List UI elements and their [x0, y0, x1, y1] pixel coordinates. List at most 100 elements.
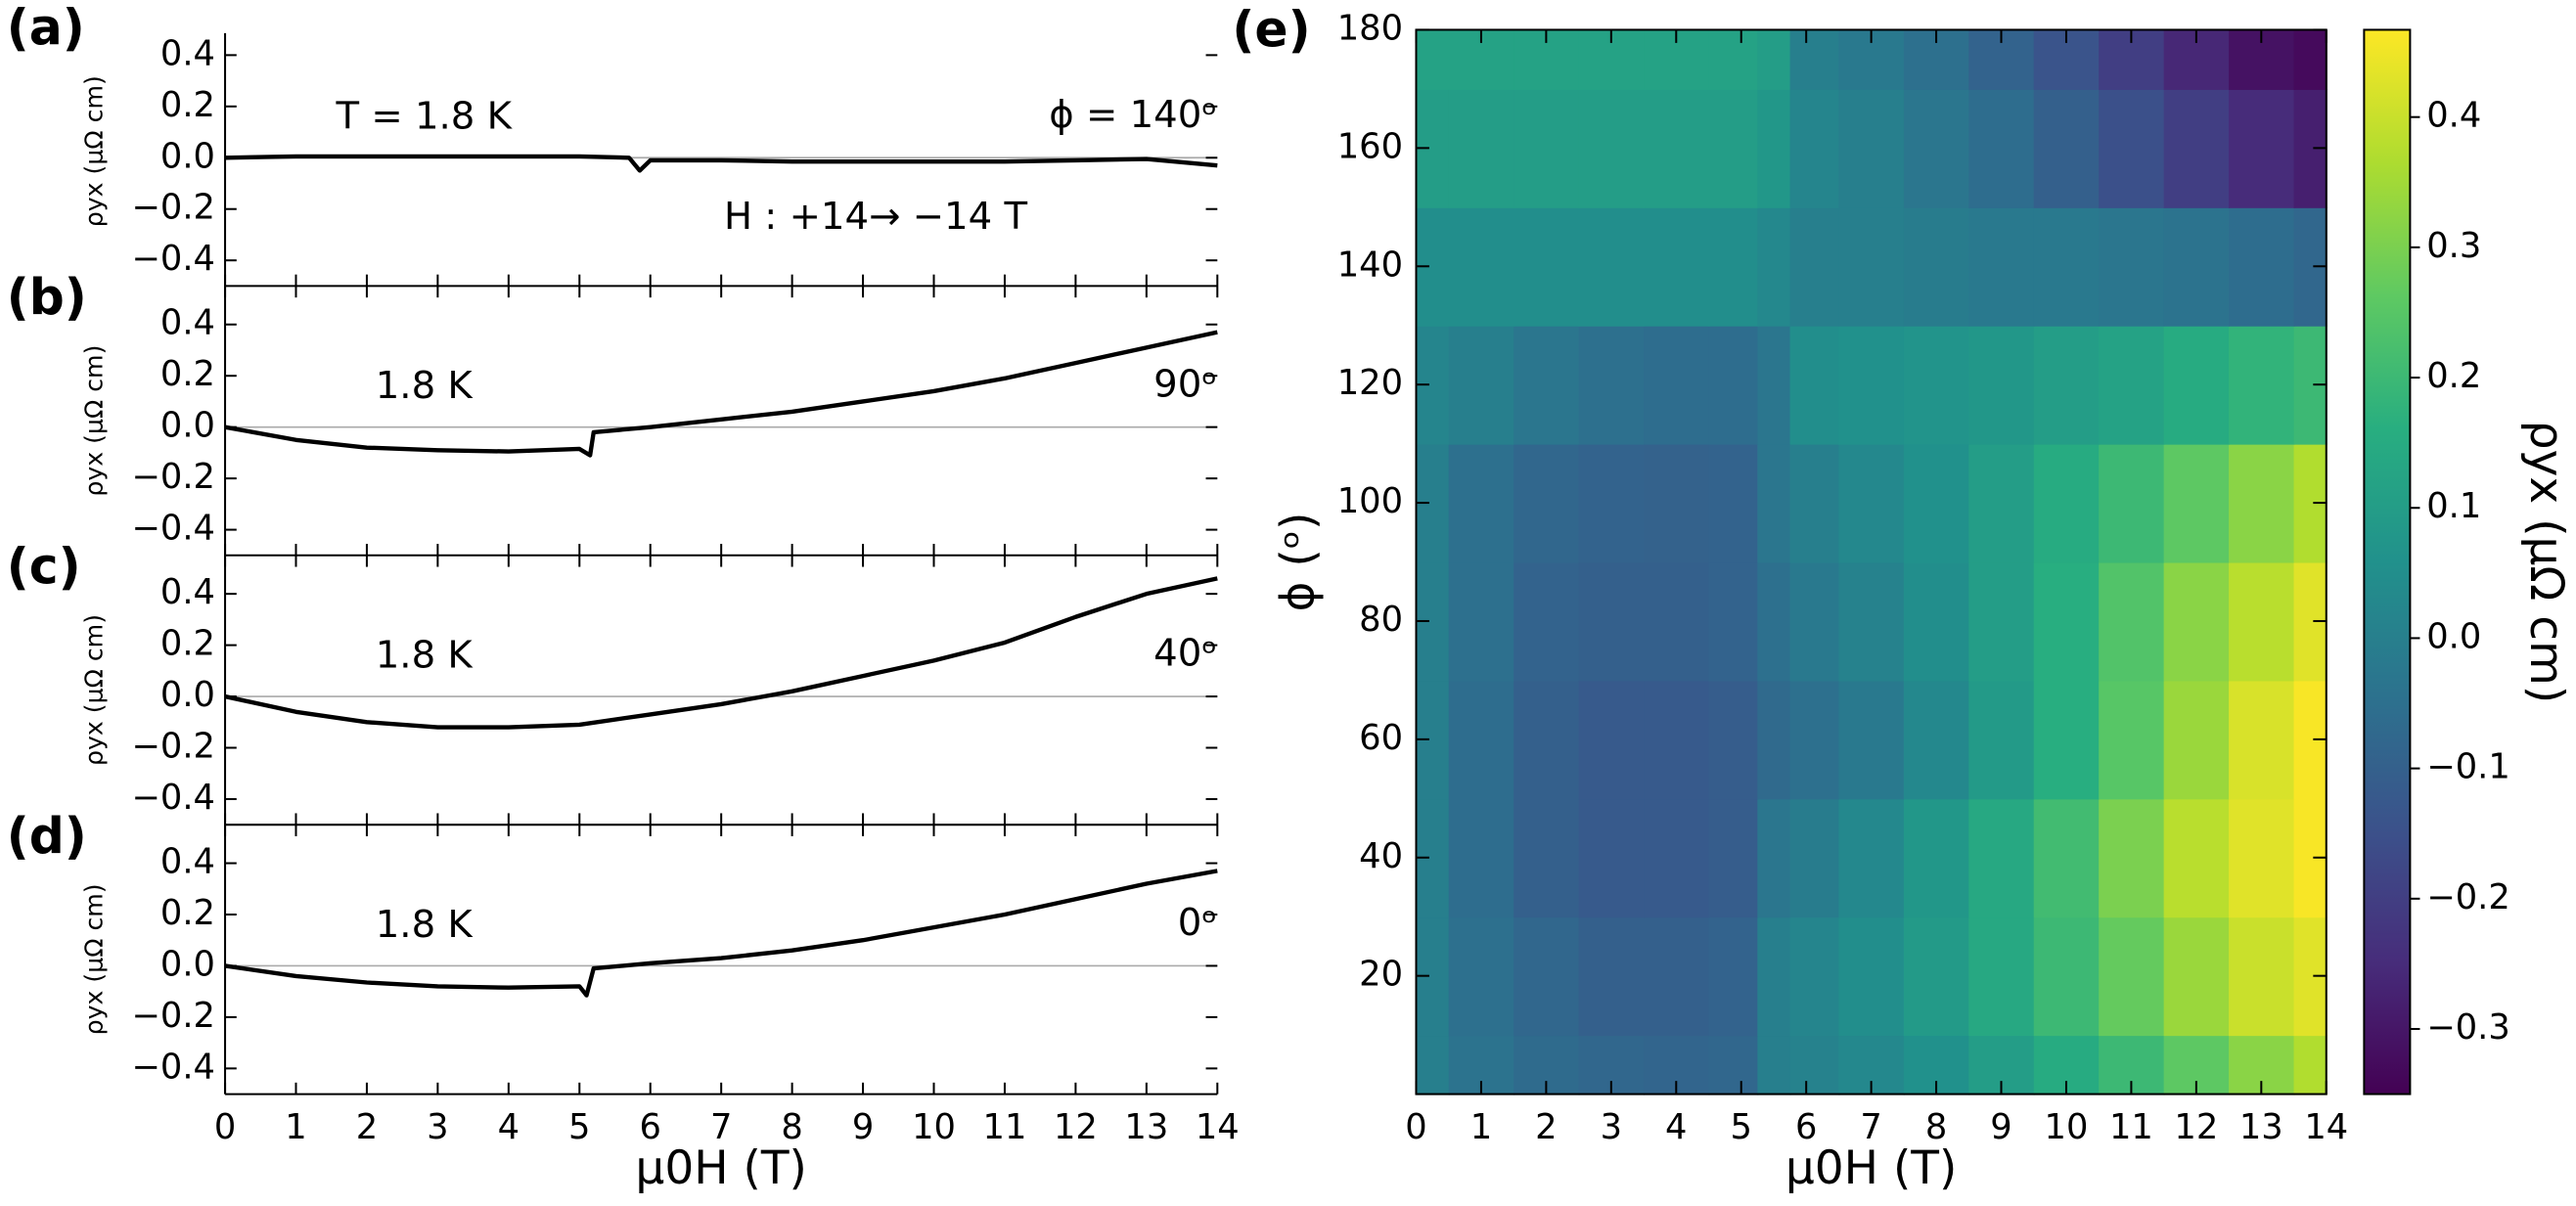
heatmap-cell	[2163, 88, 2231, 208]
heatmap-cell	[2229, 916, 2295, 1037]
y-axis-label: ρyx (μΩ cm)	[79, 614, 108, 766]
heatmap-cell	[1757, 680, 1791, 800]
heatmap-cell	[1514, 561, 1580, 682]
colorbar-tick-label: 0.0	[2426, 616, 2481, 656]
heatmap-cell	[1448, 443, 1515, 563]
annotation: 90ᵒ	[1153, 362, 1217, 406]
heatmap-cell	[1757, 443, 1791, 563]
heatmap-cell	[2099, 325, 2165, 445]
heatmap-cell	[1789, 798, 1840, 918]
heatmap-cell	[1708, 1035, 1759, 1095]
heatmap-cell	[1514, 916, 1580, 1037]
colorbar-tick-label: −0.3	[2426, 1007, 2510, 1048]
y-tick-label: 0.2	[160, 354, 215, 394]
heatmap-cell	[2033, 916, 2101, 1037]
y-axis-label: ρyx (μΩ cm)	[79, 75, 108, 227]
y-tick-label: 40	[1359, 836, 1403, 876]
heatmap-cell	[1708, 88, 1759, 208]
heatmap-cell	[1644, 325, 1710, 445]
heatmap-cell	[1757, 88, 1791, 208]
y-tick-label: 100	[1337, 481, 1403, 521]
heatmap-cell	[1708, 916, 1759, 1037]
y-tick-label: 0.2	[160, 85, 215, 125]
y-tick-label: 0.0	[160, 944, 215, 984]
y-tick-label: −0.2	[131, 457, 215, 497]
heatmap-cell	[1514, 443, 1580, 563]
y-tick-label: −0.4	[131, 1047, 215, 1087]
heatmap-cell	[1838, 88, 1905, 208]
heatmap-cell	[1578, 325, 1646, 445]
heatmap-cell	[1644, 798, 1710, 918]
x-tick-label: 0	[1405, 1107, 1426, 1147]
heatmap-cell	[1708, 325, 1759, 445]
heatmap-cell	[1968, 916, 2035, 1037]
panel-label: (e)	[1232, 0, 1310, 58]
colorbar-tick-label: −0.1	[2426, 747, 2510, 787]
y-tick-label: 180	[1337, 8, 1403, 48]
x-tick-label: 4	[498, 1107, 520, 1147]
x-tick-label: 9	[852, 1107, 874, 1147]
heatmap-cell	[1644, 561, 1710, 682]
heatmap-cell	[1903, 798, 1970, 918]
heatmap-cell	[2099, 206, 2165, 327]
colorbar-tick-label: 0.2	[2426, 356, 2481, 396]
y-tick-label: 0.0	[160, 675, 215, 715]
heatmap-cell	[2229, 680, 2295, 800]
y-tick-label: −0.2	[131, 188, 215, 228]
x-tick-label: 7	[710, 1107, 732, 1147]
panel-label: (d)	[7, 807, 87, 865]
heatmap-cell	[1708, 29, 1759, 90]
heatmap-cell	[2099, 916, 2165, 1037]
heatmap-cell	[1789, 443, 1840, 563]
heatmap-cell	[2163, 325, 2231, 445]
heatmap-cell	[1903, 206, 1970, 327]
heatmap-cell	[1757, 561, 1791, 682]
heatmap-cell	[1514, 88, 1580, 208]
heatmap-cell	[2033, 325, 2101, 445]
heatmap-cell	[2099, 798, 2165, 918]
heatmap-cell	[1757, 1035, 1791, 1095]
heatmap-cell	[1903, 680, 1970, 800]
heatmap-cell	[1514, 325, 1580, 445]
heatmap-cell	[1578, 798, 1646, 918]
y-tick-label: −0.4	[131, 239, 215, 279]
y-tick-label: 80	[1359, 600, 1403, 640]
heatmap-cell	[2229, 561, 2295, 682]
heatmap-cell	[2163, 443, 2231, 563]
x-tick-label: 2	[1535, 1107, 1557, 1147]
x-tick-label: 5	[568, 1107, 590, 1147]
panel-label: (a)	[7, 0, 85, 57]
heatmap-cell	[1578, 88, 1646, 208]
heatmap-cell	[2229, 443, 2295, 563]
colorbar-tick-label: −0.2	[2426, 877, 2510, 917]
x-tick-label: 13	[2239, 1107, 2283, 1147]
colorbar-tick-label: 0.4	[2426, 96, 2481, 136]
heatmap-cell	[1514, 798, 1580, 918]
heatmap-cell	[1789, 29, 1840, 90]
y-tick-label: 0.2	[160, 893, 215, 933]
heatmap-cell	[1416, 1035, 1450, 1095]
heatmap-cell	[1757, 916, 1791, 1037]
heatmap-cell	[1789, 1035, 1840, 1095]
x-tick-label: 5	[1731, 1107, 1752, 1147]
heatmap-cell	[1644, 916, 1710, 1037]
heatmap-cell	[1903, 325, 1970, 445]
y-tick-label: 0.0	[160, 136, 215, 176]
x-tick-label: 11	[983, 1107, 1027, 1147]
heatmap-cell	[2163, 798, 2231, 918]
x-tick-label: 12	[2174, 1107, 2218, 1147]
annotation: 40ᵒ	[1153, 632, 1217, 676]
heatmap-cell	[2293, 1035, 2327, 1095]
heatmap-cell	[1578, 916, 1646, 1037]
heatmap-cell	[2033, 88, 2101, 208]
heatmap-cell	[2229, 325, 2295, 445]
heatmap-cell	[1644, 680, 1710, 800]
y-tick-label: −0.4	[131, 509, 215, 549]
heatmap-cell	[2033, 798, 2101, 918]
heatmap-cell	[1757, 29, 1791, 90]
x-tick-label: 10	[2045, 1107, 2089, 1147]
heatmap-cell	[1968, 88, 2035, 208]
heatmap-cell	[1644, 443, 1710, 563]
heatmap-cell	[1578, 680, 1646, 800]
heatmap-cell	[2033, 680, 2101, 800]
